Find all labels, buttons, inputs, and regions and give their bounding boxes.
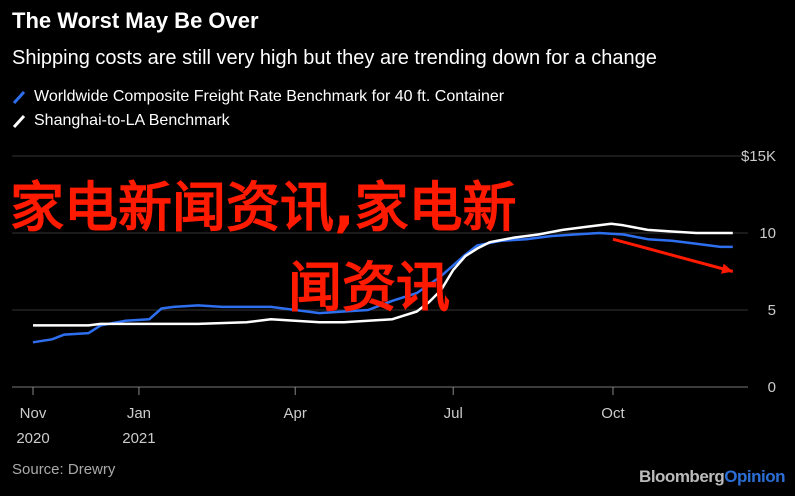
legend-line-icon-white xyxy=(12,114,26,128)
x-tick-label-2: Apr xyxy=(284,405,307,422)
x-tick-label-4: Oct xyxy=(601,405,625,422)
brand-logo: BloombergOpinion xyxy=(639,467,785,487)
y-tick-label-2: 10 xyxy=(759,225,776,242)
legend-label-worldwide: Worldwide Composite Freight Rate Benchma… xyxy=(34,88,505,105)
x-tick-label-0: Nov xyxy=(20,405,47,422)
chart-subtitle: Shipping costs are still very high but t… xyxy=(12,47,657,69)
source-note: Source: Drewry xyxy=(12,461,116,478)
y-tick-label-1: 5 xyxy=(768,302,776,319)
x-tick-year-label-0: 2020 xyxy=(16,430,49,447)
annotation-arrow-line-0 xyxy=(612,237,734,273)
annotation-arrow-head-0 xyxy=(720,263,733,274)
legend-label-shanghai: Shanghai-to-LA Benchmark xyxy=(34,112,230,129)
chart-title: The Worst May Be Over xyxy=(12,8,259,33)
series-line-1 xyxy=(33,222,733,327)
x-tick-label-1: Jan xyxy=(127,405,151,422)
x-tick-label-3: Jul xyxy=(444,405,463,422)
legend-item-shanghai: Shanghai-to-LA Benchmark xyxy=(12,112,230,130)
y-tick-label-3: $15K xyxy=(741,148,776,165)
y-tick-label-0: 0 xyxy=(768,379,776,396)
series-line-0 xyxy=(32,231,733,344)
watermark-text-line1: 家电新闻资讯,家电新 xyxy=(10,176,517,239)
brand-logo-accent: Opinion xyxy=(724,467,785,486)
legend-item-worldwide: Worldwide Composite Freight Rate Benchma… xyxy=(12,88,504,106)
x-tick-year-label-1: 2021 xyxy=(122,430,155,447)
watermark-text-line2: 闻资讯 xyxy=(288,256,450,319)
legend-line-icon-blue xyxy=(12,90,26,104)
brand-logo-main: Bloomberg xyxy=(639,467,725,486)
